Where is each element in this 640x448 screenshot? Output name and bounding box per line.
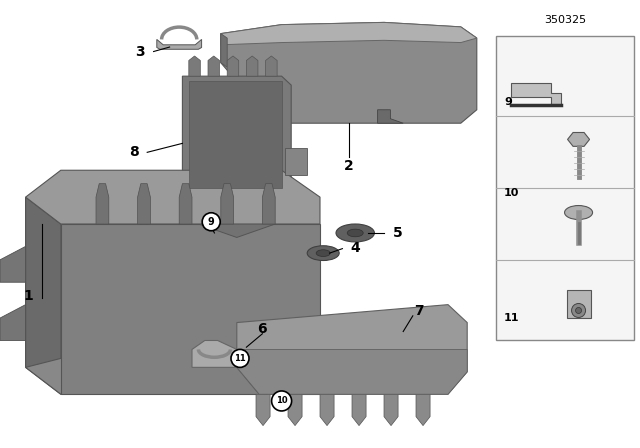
Polygon shape [320, 394, 334, 426]
Text: 9: 9 [208, 217, 214, 227]
Polygon shape [179, 184, 192, 224]
Polygon shape [26, 197, 61, 394]
Text: 11: 11 [234, 354, 246, 363]
Circle shape [271, 391, 292, 411]
Polygon shape [416, 394, 430, 426]
Polygon shape [237, 349, 467, 394]
Polygon shape [96, 184, 109, 224]
Polygon shape [262, 184, 275, 224]
Polygon shape [246, 56, 258, 76]
Circle shape [575, 307, 582, 314]
Polygon shape [221, 184, 234, 224]
Polygon shape [192, 340, 237, 367]
Polygon shape [227, 56, 239, 76]
Polygon shape [256, 394, 270, 426]
Polygon shape [288, 394, 302, 426]
Text: 4: 4 [350, 241, 360, 255]
Polygon shape [221, 22, 477, 45]
Ellipse shape [316, 250, 330, 256]
Text: 1: 1 [24, 289, 34, 303]
Ellipse shape [336, 224, 374, 242]
Circle shape [231, 349, 249, 367]
Polygon shape [61, 224, 320, 394]
Polygon shape [221, 34, 227, 67]
Bar [496, 36, 634, 340]
Text: 7: 7 [414, 304, 424, 319]
Polygon shape [189, 56, 200, 76]
Circle shape [572, 303, 586, 318]
Text: 9: 9 [504, 97, 512, 107]
Polygon shape [189, 81, 282, 188]
Text: 10: 10 [504, 188, 520, 198]
Polygon shape [208, 56, 220, 76]
Polygon shape [138, 184, 150, 224]
Text: 6: 6 [257, 322, 268, 336]
Bar [566, 290, 591, 319]
Polygon shape [26, 170, 320, 224]
Polygon shape [266, 56, 277, 76]
Text: 2: 2 [344, 159, 354, 173]
Polygon shape [157, 39, 202, 49]
Polygon shape [384, 394, 398, 426]
Polygon shape [198, 193, 275, 237]
Ellipse shape [564, 206, 593, 220]
Ellipse shape [307, 246, 339, 260]
Polygon shape [0, 305, 26, 340]
Circle shape [202, 213, 220, 231]
Polygon shape [237, 305, 467, 394]
Text: 5: 5 [393, 226, 403, 240]
Polygon shape [352, 394, 366, 426]
Text: 350325: 350325 [544, 15, 586, 25]
Polygon shape [182, 76, 291, 197]
Polygon shape [568, 133, 589, 146]
Polygon shape [378, 110, 403, 123]
Text: 3: 3 [134, 44, 145, 59]
Polygon shape [221, 22, 477, 123]
Text: 10: 10 [276, 396, 287, 405]
Polygon shape [285, 148, 307, 175]
Ellipse shape [348, 229, 364, 237]
Polygon shape [0, 246, 26, 282]
Polygon shape [511, 83, 561, 105]
Text: 11: 11 [504, 314, 520, 323]
Polygon shape [26, 358, 320, 394]
Text: 8: 8 [129, 145, 140, 159]
